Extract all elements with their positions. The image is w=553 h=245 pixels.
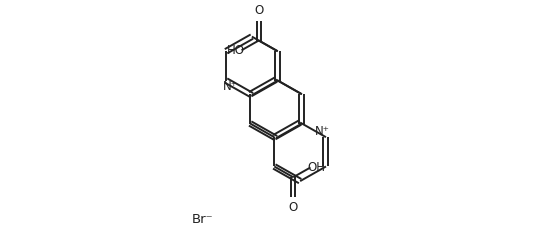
Text: OH: OH bbox=[307, 161, 325, 174]
Text: N⁺: N⁺ bbox=[222, 80, 237, 93]
Text: Br⁻: Br⁻ bbox=[191, 213, 213, 226]
Text: HO: HO bbox=[227, 44, 244, 57]
Text: O: O bbox=[254, 4, 263, 17]
Text: N⁺: N⁺ bbox=[315, 125, 330, 138]
Text: O: O bbox=[289, 201, 298, 214]
